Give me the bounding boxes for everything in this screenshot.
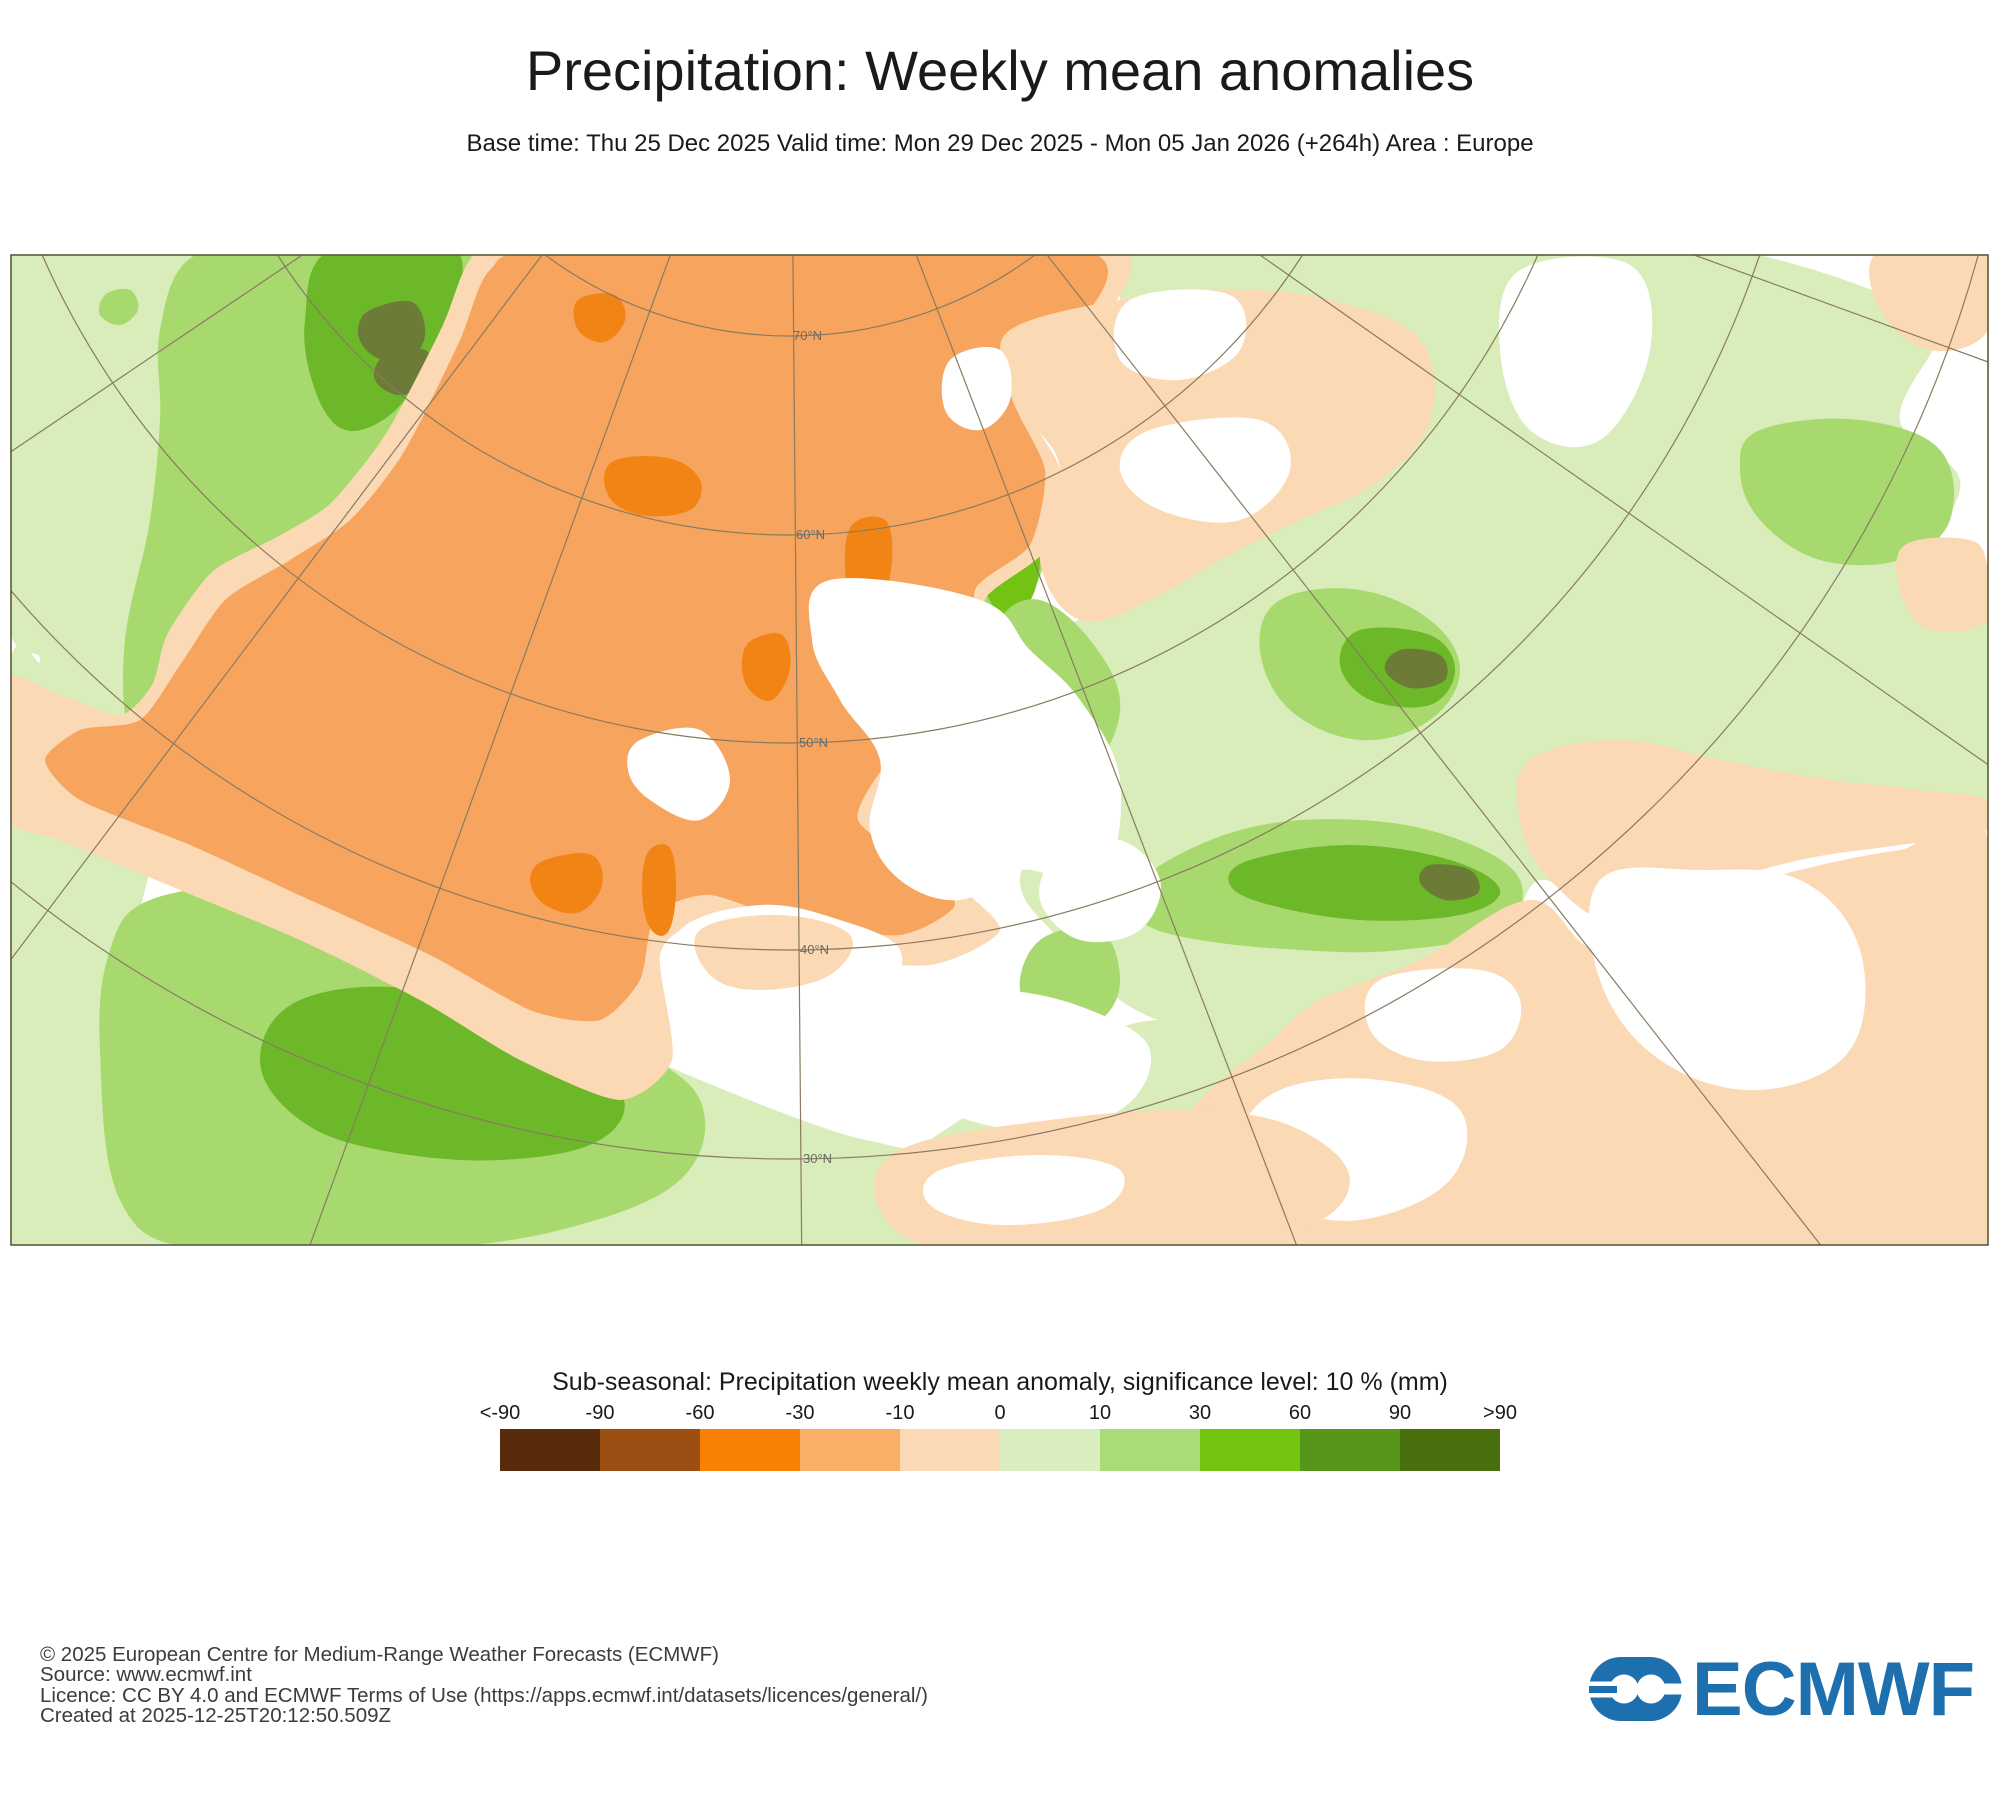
svg-text:40°N: 40°N [800, 942, 829, 957]
svg-text:50°N: 50°N [799, 735, 828, 750]
svg-text:60°N: 60°N [796, 527, 825, 542]
svg-text:70°N: 70°N [793, 328, 822, 343]
svg-text:30°N: 30°N [803, 1151, 832, 1166]
svg-text:ECMWF: ECMWF [1692, 1647, 1974, 1732]
